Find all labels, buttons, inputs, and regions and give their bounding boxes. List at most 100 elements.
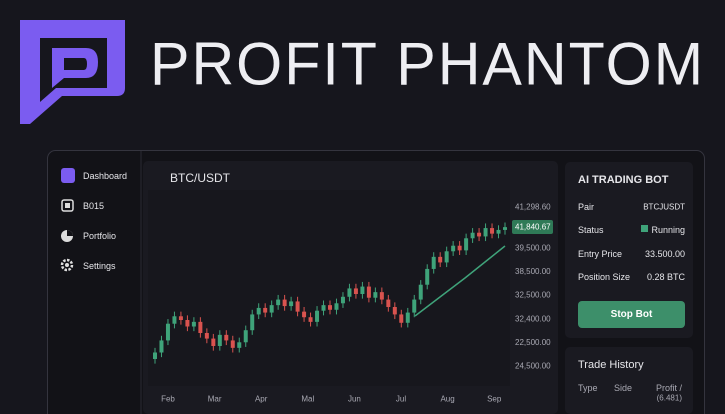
- candle-body: [464, 238, 469, 251]
- month-label: Apr: [255, 395, 268, 404]
- price-label: 39,500.00: [515, 244, 551, 253]
- candle-body: [237, 342, 242, 348]
- candle-body: [159, 340, 164, 353]
- candle-body: [334, 303, 339, 310]
- candle-body: [243, 330, 248, 343]
- candle-body: [483, 228, 488, 237]
- candle-body: [289, 301, 294, 307]
- column-header: Side: [614, 383, 632, 393]
- candle-body: [263, 307, 268, 313]
- candle-body: [438, 256, 443, 263]
- candle-body: [321, 305, 326, 311]
- month-label: Jun: [348, 395, 361, 404]
- candle-body: [282, 299, 287, 307]
- price-label: 24,500.00: [515, 362, 551, 371]
- candle-body: [405, 312, 410, 323]
- candle-body: [230, 340, 235, 348]
- price-label: 32,500.00: [515, 291, 551, 300]
- column-header: Profit /: [656, 383, 683, 393]
- candle-body: [198, 321, 203, 333]
- candle-body: [418, 284, 423, 300]
- bot-row-value: Running: [651, 225, 685, 235]
- bot-row-label: Pair: [578, 202, 594, 212]
- trade-history-panel: [565, 347, 693, 414]
- candle-body: [353, 288, 358, 294]
- candle-body: [191, 321, 196, 327]
- candle-body: [328, 305, 332, 310]
- current-price-badge: [512, 220, 553, 234]
- candle-body: [451, 245, 456, 252]
- bot-row-value: 33.500.00: [645, 249, 685, 259]
- candle-body: [444, 251, 449, 263]
- bot-panel: [565, 162, 693, 338]
- candle-body: [477, 232, 482, 237]
- month-label: Mal: [301, 395, 314, 404]
- candle-body: [276, 299, 281, 306]
- candle-body: [457, 245, 462, 251]
- candle-body: [412, 299, 417, 313]
- candle-body: [302, 311, 307, 318]
- candle-body: [308, 317, 313, 322]
- brand-title: PROFIT PHANTOM: [150, 31, 705, 98]
- chart-title: BTC/USDT: [170, 171, 231, 185]
- candle-body: [295, 301, 300, 312]
- bot-title: AI TRADING BOT: [578, 174, 669, 186]
- candle-body: [269, 305, 274, 313]
- price-label: 41,298.60: [515, 203, 551, 212]
- profit-note: (6.481): [657, 394, 683, 403]
- candle-body: [360, 286, 365, 294]
- stop-bot-button[interactable]: [578, 301, 685, 328]
- trade-history-title: Trade History: [578, 359, 644, 371]
- candle-body: [250, 314, 255, 331]
- bot-row-label: Status: [578, 225, 604, 235]
- logo: [20, 20, 125, 124]
- nav-item[interactable]: Portfolio: [83, 231, 116, 241]
- price-label: 32,400.00: [515, 314, 551, 323]
- candle-body: [392, 307, 397, 315]
- candle-body: [373, 292, 378, 298]
- bot-row-label: Position Size: [578, 272, 630, 282]
- bot-row-value: 0.28 BTC: [647, 272, 686, 282]
- price-label: 22,500.00: [515, 338, 551, 347]
- candle-body: [172, 316, 177, 324]
- nav-item[interactable]: Dashboard: [83, 171, 127, 181]
- month-label: Aug: [440, 395, 454, 404]
- candle-body: [153, 352, 157, 359]
- candle-body: [315, 310, 320, 322]
- candle-body: [503, 227, 507, 230]
- candle-body: [204, 333, 209, 339]
- bot-row-value: BTCJUSDT: [643, 203, 685, 212]
- month-label: Jul: [396, 395, 406, 404]
- candle-body: [211, 338, 216, 346]
- month-label: Mar: [208, 395, 222, 404]
- nav-item[interactable]: Settings: [83, 261, 116, 271]
- candle-body: [165, 323, 170, 341]
- candle-body: [431, 256, 436, 269]
- column-header: Type: [578, 383, 598, 393]
- stop-bot-label[interactable]: Stop Bot: [611, 309, 653, 320]
- candle-body: [490, 228, 495, 234]
- plot-area: [148, 190, 510, 386]
- nav-item[interactable]: B015: [83, 201, 104, 211]
- candle-body: [340, 296, 345, 304]
- candle-body: [399, 314, 404, 323]
- candle-body: [386, 299, 391, 307]
- bot-row-label: Entry Price: [578, 249, 622, 259]
- sidebar-icons: [60, 168, 75, 272]
- month-label: Sep: [487, 395, 502, 404]
- price-label: 38,500.00: [515, 267, 551, 276]
- candle-body: [178, 316, 183, 320]
- candle-body: [366, 286, 371, 298]
- candle-body: [496, 229, 501, 234]
- candle-body: [256, 307, 261, 315]
- candle-body: [379, 292, 384, 300]
- candle-body: [224, 334, 229, 341]
- month-label: Feb: [161, 395, 175, 404]
- trend-line: [414, 245, 506, 317]
- status-dot: [641, 225, 648, 232]
- current-price-label: 41,840.67: [515, 223, 551, 232]
- candle-body: [347, 288, 352, 297]
- candle-body: [470, 232, 475, 239]
